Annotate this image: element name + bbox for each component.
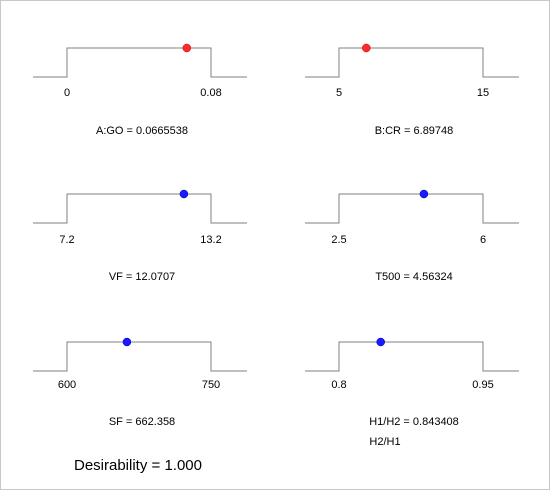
ramp-b-cr-point[interactable] <box>362 43 371 53</box>
ramp-h1h2-point[interactable] <box>376 337 385 347</box>
ramp-vf-line <box>33 193 247 224</box>
factor-b-high-label: 15 <box>476 87 490 99</box>
factor-t500-label: T500 = 4.56324 <box>375 271 453 283</box>
ramp-t500-point[interactable] <box>419 189 429 199</box>
factor-sf-label: SF = 662.358 <box>108 416 176 428</box>
factor-h1h2-low-label: 0.8 <box>331 379 347 391</box>
factor-vf-label: VF = 12.0707 <box>108 271 176 283</box>
factor-h1h2-label: H1/H2 = 0.843408 <box>369 416 459 428</box>
ramp-sf-line <box>33 341 247 372</box>
factor-t500-low-label: 2.5 <box>331 234 347 246</box>
factor-vf-high-label: 13.2 <box>200 234 222 246</box>
factor-a-low-label: 0 <box>63 87 71 99</box>
ramp-sf-point[interactable] <box>122 337 132 347</box>
factor-a-high-label: 0.08 <box>200 87 222 99</box>
factor-t500-high-label: 6 <box>479 234 487 246</box>
factor-b-low-label: 5 <box>335 87 343 99</box>
desirability-value: Desirability = 1.000 <box>74 457 202 474</box>
factor-b-label: B:CR = 6.89748 <box>374 125 454 137</box>
ramp-t500-line <box>305 193 519 224</box>
ramp-a-go-point[interactable] <box>182 43 192 53</box>
factor-sf-low-label: 600 <box>57 379 77 391</box>
ramp-a-go-line <box>33 47 247 78</box>
factor-sf-high-label: 750 <box>201 379 221 391</box>
ramp-b-cr-line <box>305 47 519 78</box>
factor-h1h2-high-label: 0.95 <box>472 379 494 391</box>
factor-h2h1-label: H2/H1 <box>369 436 401 448</box>
factor-a-label: A:GO = 0.0665538 <box>95 125 189 137</box>
ramp-vf-point[interactable] <box>179 189 189 199</box>
ramp-h1h2-line <box>305 341 519 372</box>
factor-vf-low-label: 7.2 <box>59 234 75 246</box>
